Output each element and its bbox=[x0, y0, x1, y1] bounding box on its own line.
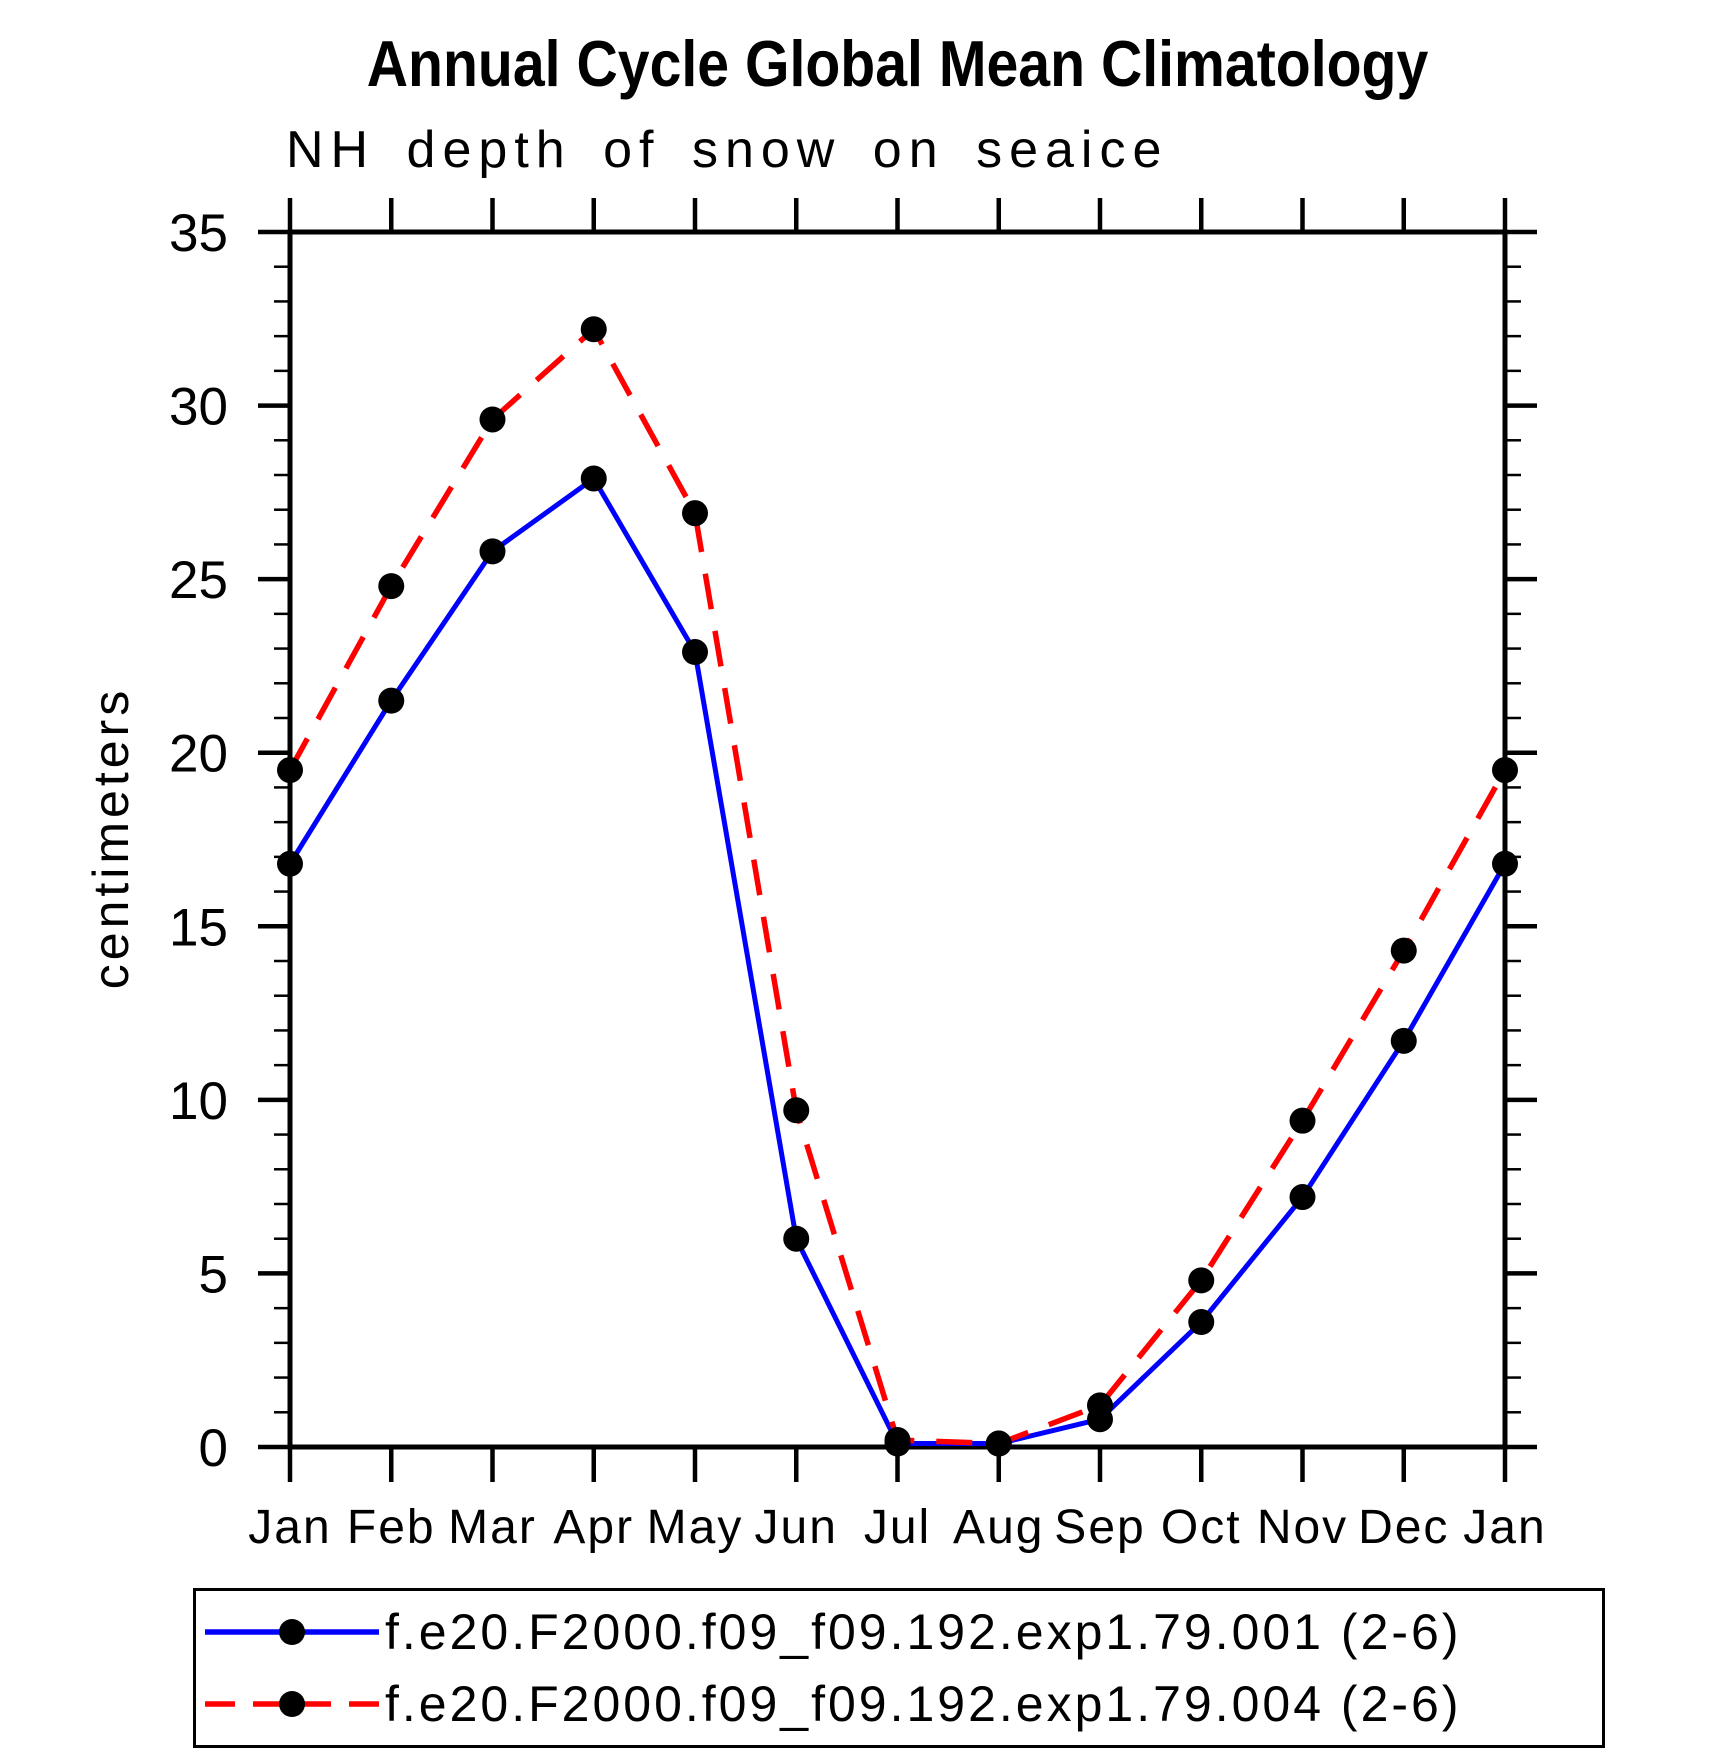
data-point-marker bbox=[1087, 1392, 1113, 1419]
x-tick-label: Jan bbox=[248, 1501, 331, 1554]
x-tick-label: Mar bbox=[448, 1501, 537, 1554]
legend-label: f.e20.F2000.f09_f09.192.exp1.79.004 (2-6… bbox=[385, 1676, 1462, 1732]
legend-label: f.e20.F2000.f09_f09.192.exp1.79.001 (2-6… bbox=[385, 1604, 1462, 1660]
legend-marker bbox=[279, 1691, 305, 1717]
data-point-marker bbox=[1390, 937, 1417, 964]
x-tick-label: Apr bbox=[553, 1501, 634, 1554]
x-tick-label: Jun bbox=[755, 1501, 838, 1554]
data-point-marker bbox=[580, 465, 607, 492]
data-point-marker bbox=[682, 500, 708, 527]
x-tick-label: May bbox=[647, 1501, 744, 1554]
data-point-marker bbox=[1492, 757, 1518, 784]
data-point-marker bbox=[1188, 1267, 1215, 1294]
x-tick-label: Sep bbox=[1054, 1501, 1145, 1554]
data-point-marker bbox=[1390, 1027, 1417, 1054]
y-tick-label: 15 bbox=[169, 898, 228, 957]
data-point-marker bbox=[783, 1225, 810, 1252]
x-tick-label: Jul bbox=[864, 1501, 931, 1554]
chart-subtitle: NH depth of snow on seaice bbox=[286, 121, 1169, 179]
y-tick-label: 10 bbox=[169, 1072, 228, 1131]
data-point-marker bbox=[1289, 1107, 1316, 1134]
legend: f.e20.F2000.f09_f09.192.exp1.79.001 (2-6… bbox=[193, 1588, 1605, 1748]
data-point-marker bbox=[682, 639, 708, 666]
data-point-marker bbox=[884, 1427, 911, 1454]
x-tick-label: Aug bbox=[953, 1501, 1044, 1554]
data-point-marker bbox=[479, 406, 506, 433]
x-tick-label: Jan bbox=[1463, 1501, 1546, 1554]
y-tick-label: 20 bbox=[169, 725, 228, 784]
legend-line-sample-dashed bbox=[205, 1691, 379, 1717]
data-point-marker bbox=[783, 1097, 810, 1124]
x-tick-label: Nov bbox=[1257, 1501, 1348, 1554]
data-point-marker bbox=[1492, 850, 1518, 877]
data-point-marker bbox=[479, 538, 506, 565]
series-line-0 bbox=[287, 474, 1508, 1447]
x-tick-label: Dec bbox=[1358, 1501, 1449, 1554]
data-point-marker bbox=[985, 1430, 1012, 1457]
series-line-1 bbox=[287, 324, 1508, 1447]
chart-title: Annual Cycle Global Mean Climatology bbox=[366, 27, 1429, 100]
data-point-marker bbox=[1188, 1309, 1215, 1336]
y-tick-label: 0 bbox=[199, 1419, 228, 1478]
data-point-marker bbox=[277, 850, 303, 877]
y-tick-label: 25 bbox=[169, 551, 228, 610]
x-tick-label: Oct bbox=[1161, 1501, 1242, 1554]
y-axis-title: centimeters bbox=[83, 687, 139, 989]
y-tick-label: 5 bbox=[199, 1245, 228, 1304]
x-tick-label: Feb bbox=[347, 1501, 436, 1554]
data-point-marker bbox=[580, 316, 607, 343]
legend-item: f.e20.F2000.f09_f09.192.exp1.79.004 (2-6… bbox=[203, 1673, 1602, 1735]
legend-item: f.e20.F2000.f09_f09.192.exp1.79.001 (2-6… bbox=[203, 1601, 1602, 1663]
legend-line-sample-solid bbox=[205, 1619, 379, 1645]
data-point-marker bbox=[1289, 1184, 1316, 1211]
data-point-marker bbox=[277, 757, 303, 784]
plot-frame bbox=[287, 229, 1508, 1450]
y-tick-label: 35 bbox=[169, 204, 228, 263]
data-point-marker bbox=[378, 687, 405, 714]
data-point-marker bbox=[378, 573, 405, 600]
legend-marker bbox=[279, 1619, 305, 1645]
y-tick-label: 30 bbox=[169, 378, 228, 437]
